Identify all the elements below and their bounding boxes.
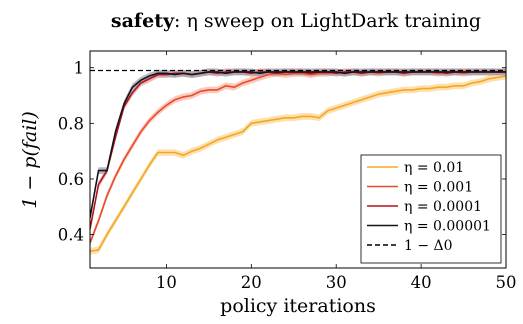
legend-label-0: η = 0.01 <box>404 160 464 176</box>
y-tick-label-2: 0.8 <box>58 114 84 133</box>
y-tick-label-1: 0.6 <box>58 170 84 189</box>
y-tick-label-0: 0.4 <box>58 226 84 245</box>
plot-frame <box>89 50 507 269</box>
series-line-3 <box>90 71 506 219</box>
x-tick-label-1: 20 <box>241 273 262 292</box>
legend: η = 0.01 η = 0.001 η = 0.0001 η = 0.00001 1 … <box>360 154 502 264</box>
x-tick-label-0: 10 <box>156 273 177 292</box>
legend-label-3: η = 0.00001 <box>404 219 491 235</box>
x-tick-label-2: 30 <box>326 273 347 292</box>
y-tick-label-3: 1 <box>74 59 85 78</box>
series-line-0 <box>90 75 506 253</box>
series-lines <box>90 69 506 253</box>
series-line-1 <box>90 71 506 244</box>
legend-label-4: 1 − Δ0 <box>404 238 453 254</box>
y-axis-label: 1 − p(fail) <box>19 111 41 209</box>
x-axis-label: policy iterations <box>220 295 376 317</box>
x-tick-label-4: 50 <box>496 273 517 292</box>
chart-title-bold: safety <box>111 10 175 32</box>
x-tick-label-3: 40 <box>411 273 432 292</box>
chart-title-rest: : η sweep on LightDark training <box>174 10 481 32</box>
axis-ticks: 10 20 30 40 50 0.4 0.6 0.8 1 <box>58 51 517 292</box>
legend-label-1: η = 0.001 <box>404 180 473 196</box>
legend-label-2: η = 0.0001 <box>404 199 482 215</box>
chart-title: safety: η sweep on LightDark training <box>111 10 481 32</box>
